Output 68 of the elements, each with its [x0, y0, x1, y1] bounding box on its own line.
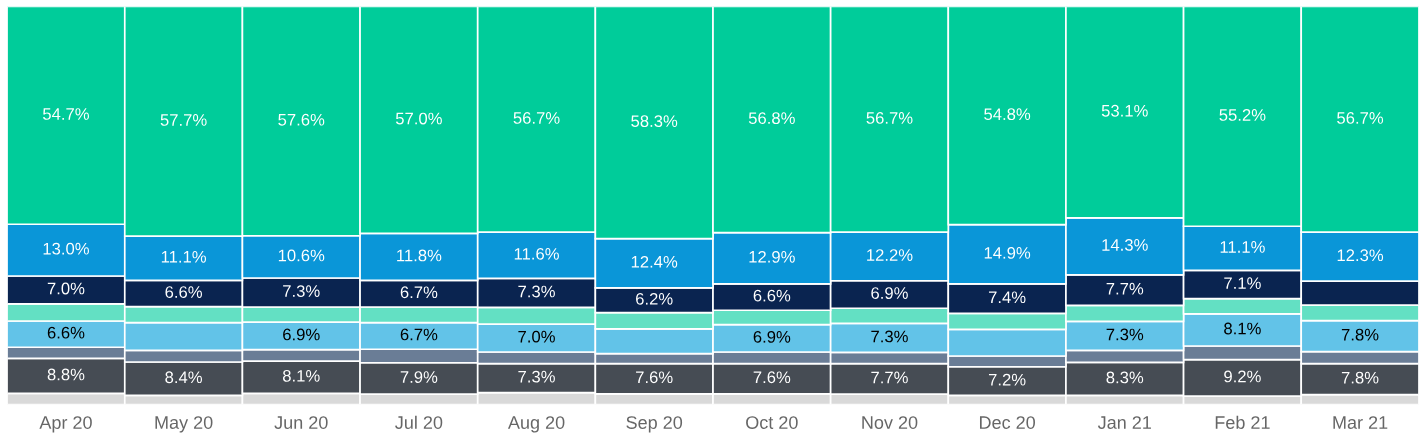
data-label: 56.7% [1337, 112, 1384, 124]
x-tick-label: Apr 20 [39, 416, 92, 433]
data-label: 58.3% [631, 115, 678, 128]
data-label: 56.8% [748, 112, 795, 125]
data-label: 12.9% [749, 250, 795, 263]
data-label: 9.2% [1224, 370, 1261, 383]
data-label: 7.9% [400, 371, 438, 383]
data-label: 56.7% [866, 112, 913, 124]
x-tick-label: Jun 20 [274, 416, 328, 429]
data-label: 6.6% [753, 289, 791, 302]
data-label: 8.8% [47, 368, 85, 381]
x-tick-label: May 20 [155, 416, 213, 433]
data-label: 12.3% [1337, 249, 1384, 262]
data-label: 6.7% [400, 286, 438, 299]
data-label: 13.0% [43, 242, 89, 255]
x-tick-label: Nov 20 [862, 416, 918, 429]
data-label: 54.8% [984, 108, 1031, 121]
x-tick-label: Feb 21 [1215, 415, 1270, 429]
data-label: 6.9% [753, 330, 791, 343]
data-label: 10.6% [278, 249, 325, 262]
data-label: 6.6% [47, 326, 85, 339]
data-label: 7.8% [1341, 328, 1379, 341]
data-label: 14.3% [1102, 239, 1148, 251]
x-tick-label: Mar 21 [1333, 416, 1388, 429]
data-label: 11.8% [397, 249, 442, 262]
data-label: 12.4% [631, 255, 678, 268]
data-label: 7.3% [518, 370, 555, 383]
x-tick-label: Jul 20 [395, 415, 443, 429]
data-label: 57.7% [160, 114, 207, 126]
data-label: 57.0% [395, 112, 442, 125]
data-label: 54.7% [42, 108, 89, 120]
data-label: 7.8% [1341, 371, 1379, 384]
data-label: 7.0% [518, 330, 555, 343]
data-label: 8.4% [165, 371, 202, 384]
x-tick-label: Aug 20 [507, 416, 565, 433]
data-label: 7.6% [753, 371, 791, 384]
data-label: 11.1% [161, 251, 207, 263]
data-label: 6.2% [636, 292, 673, 305]
data-label: 7.0% [47, 282, 85, 295]
data-label: 7.2% [988, 373, 1026, 386]
data-label: 7.3% [518, 285, 555, 298]
data-label: 7.3% [283, 285, 320, 297]
data-label: 7.7% [1106, 282, 1144, 295]
data-label: 7.1% [1224, 277, 1261, 289]
data-label: 11.1% [1220, 241, 1265, 253]
x-tick-label: Oct 20 [746, 416, 798, 429]
data-label: 12.2% [867, 249, 913, 261]
data-label: 7.3% [871, 330, 908, 343]
data-label: 8.1% [1224, 322, 1261, 335]
data-label: 6.7% [400, 328, 438, 341]
data-label: 56.7% [513, 112, 560, 124]
x-tick-label: Dec 20 [979, 416, 1036, 429]
x-tick-label: Jan 21 [1097, 416, 1151, 429]
data-label: 6.9% [283, 328, 320, 341]
data-label: 11.6% [514, 247, 559, 260]
data-label: 7.3% [1106, 328, 1144, 341]
data-label: 57.6% [278, 113, 325, 126]
data-label: 8.1% [282, 369, 320, 382]
data-label: 6.6% [165, 286, 202, 298]
data-label: 53.1% [1101, 104, 1148, 117]
data-label: 7.4% [988, 291, 1026, 304]
data-label: 8.3% [1106, 371, 1144, 384]
data-label: 6.9% [871, 287, 908, 299]
x-tick-label: Sep 20 [626, 416, 683, 433]
data-label: 7.7% [871, 371, 908, 384]
data-label: 14.9% [984, 246, 1031, 259]
data-label: 7.6% [636, 371, 673, 384]
data-label: 55.2% [1219, 109, 1266, 121]
